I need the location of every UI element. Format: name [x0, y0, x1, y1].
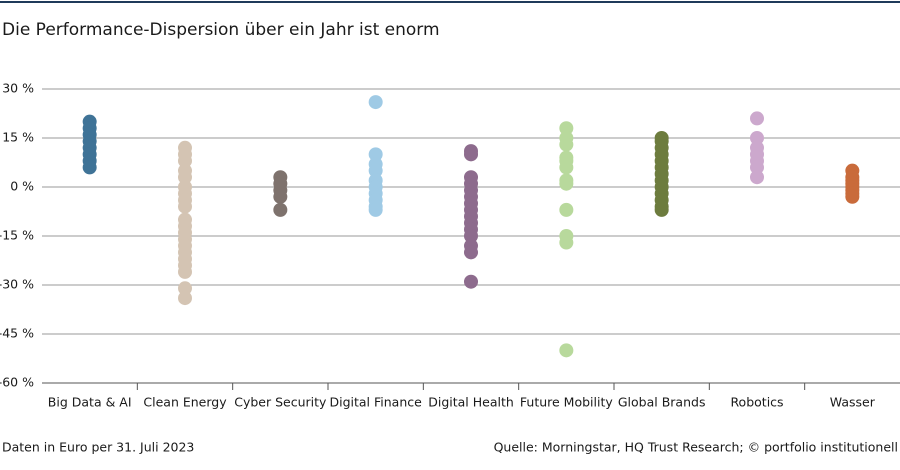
dot	[368, 95, 383, 110]
dot	[82, 160, 97, 175]
dot	[750, 131, 764, 145]
x-tick-label: Wasser	[830, 395, 876, 410]
source: Quelle: Morningstar, HQ Trust Research; …	[494, 440, 898, 455]
dot	[559, 343, 574, 358]
dot	[559, 235, 574, 250]
dot	[178, 291, 192, 306]
dot	[273, 202, 288, 217]
x-tick-label: Future Mobility	[520, 395, 613, 410]
dot	[559, 176, 574, 191]
dot	[750, 160, 764, 175]
y-tick-label: 30 %	[2, 81, 34, 96]
x-tick-label: Clean Energy	[143, 395, 227, 410]
x-tick-label: Big Data & AI	[48, 395, 132, 410]
x-tick-label: Robotics	[730, 395, 783, 410]
dot	[368, 202, 383, 217]
dot	[654, 202, 669, 217]
y-tick-label: 0 %	[10, 179, 34, 194]
dot	[464, 147, 478, 162]
chart-title: Die Performance-Dispersion über ein Jahr…	[2, 20, 440, 40]
dot	[178, 281, 192, 296]
footnote: Daten in Euro per 31. Juli 2023	[2, 440, 194, 455]
dot	[750, 170, 764, 185]
dot	[464, 274, 478, 289]
dot	[368, 147, 383, 162]
dot	[845, 189, 860, 204]
dot	[559, 202, 574, 217]
dot	[464, 245, 478, 260]
dot	[559, 160, 574, 175]
x-tick-label: Cyber Security	[234, 395, 327, 410]
dot	[178, 264, 192, 279]
y-tick-label: -15 %	[0, 228, 34, 243]
y-tick-label: 15 %	[2, 130, 34, 145]
dot	[559, 121, 574, 136]
dot	[559, 137, 574, 152]
x-tick-label: Digital Health	[428, 395, 514, 410]
y-tick-label: -60 %	[0, 375, 34, 390]
y-tick-label: -30 %	[0, 277, 34, 292]
dot	[464, 229, 478, 243]
x-tick-label: Global Brands	[618, 395, 706, 410]
dot	[178, 153, 192, 168]
dot	[273, 189, 288, 204]
dot	[368, 163, 383, 178]
y-tick-label: -45 %	[0, 326, 34, 341]
x-tick-label: Digital Finance	[329, 395, 422, 410]
dot	[750, 111, 764, 126]
dot	[178, 199, 192, 214]
dot	[178, 170, 192, 185]
